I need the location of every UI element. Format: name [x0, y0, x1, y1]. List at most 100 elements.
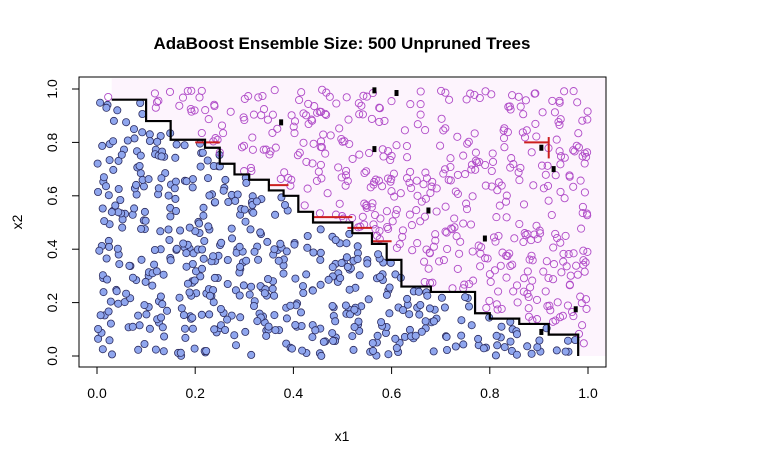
open-point: [407, 221, 416, 230]
open-point: [559, 257, 568, 266]
open-point: [506, 261, 515, 271]
x-axis-label: x1: [335, 428, 350, 444]
filled-point: [106, 319, 115, 328]
open-point: [539, 184, 548, 193]
open-point: [343, 176, 352, 186]
open-point: [446, 154, 455, 163]
filled-point: [102, 182, 111, 191]
filled-point: [523, 342, 532, 351]
filled-point: [241, 327, 250, 336]
open-point: [466, 89, 475, 98]
boundary-island: [279, 119, 284, 126]
open-point: [565, 172, 574, 181]
filled-point: [493, 341, 502, 350]
filled-point: [392, 343, 401, 352]
open-point: [570, 147, 579, 156]
filled-point: [349, 345, 358, 354]
filled-point: [188, 183, 197, 192]
open-point: [419, 180, 428, 189]
open-point: [520, 133, 530, 142]
filled-point: [268, 284, 277, 293]
filled-point: [182, 249, 191, 258]
open-point: [248, 133, 257, 142]
filled-point: [176, 348, 185, 357]
filled-point: [280, 200, 289, 209]
open-point: [239, 113, 248, 122]
filled-point: [165, 235, 174, 244]
open-point: [178, 93, 188, 102]
open-point: [494, 178, 503, 187]
filled-point: [138, 128, 147, 137]
open-point: [481, 181, 490, 190]
open-point: [556, 115, 565, 124]
open-point: [372, 231, 382, 240]
y-axis: 0.0 0.2 0.4 0.6 0.8 1.0: [44, 79, 80, 366]
open-point: [488, 157, 498, 166]
filled-point: [561, 347, 570, 356]
filled-point: [210, 273, 219, 282]
open-point: [462, 205, 472, 214]
open-point: [371, 175, 380, 184]
filled-point: [128, 210, 137, 219]
boundary-island: [372, 146, 377, 153]
open-point: [502, 273, 511, 282]
open-point: [574, 129, 583, 138]
filled-point: [205, 310, 214, 319]
filled-point: [196, 162, 205, 171]
open-point: [427, 182, 436, 191]
filled-point: [231, 341, 240, 350]
filled-point: [384, 350, 393, 359]
filled-point: [96, 311, 105, 320]
filled-point: [221, 175, 230, 184]
open-point: [400, 126, 409, 135]
open-point: [549, 243, 558, 252]
open-point: [500, 143, 509, 152]
open-point: [358, 110, 367, 119]
filled-point: [105, 242, 114, 251]
filled-point: [271, 210, 280, 219]
open-point: [489, 233, 499, 242]
filled-point: [115, 260, 124, 269]
open-point: [543, 161, 552, 170]
filled-point: [140, 339, 149, 348]
filled-point: [210, 325, 219, 334]
filled-point: [385, 283, 394, 292]
filled-point: [175, 293, 184, 302]
open-point: [318, 85, 327, 94]
open-point: [552, 135, 561, 144]
filled-point: [374, 250, 383, 259]
open-point: [219, 129, 228, 138]
filled-point: [142, 310, 151, 319]
open-point: [432, 184, 441, 193]
open-point: [532, 132, 541, 141]
open-point: [579, 246, 588, 255]
filled-point: [209, 252, 218, 261]
filled-point: [459, 340, 468, 349]
open-point: [583, 115, 592, 124]
filled-point: [179, 311, 188, 320]
filled-point: [128, 273, 137, 282]
filled-point: [364, 295, 373, 304]
filled-point: [123, 136, 132, 145]
filled-point: [204, 222, 213, 231]
filled-point: [262, 331, 271, 340]
filled-point: [153, 137, 162, 146]
open-point: [505, 102, 514, 111]
open-point: [555, 96, 564, 105]
open-point: [569, 87, 578, 96]
x-tick-label: 0.8: [480, 385, 500, 401]
filled-point: [197, 264, 206, 273]
open-point: [453, 189, 462, 198]
y-axis-label: x2: [9, 214, 25, 229]
open-point: [492, 300, 501, 309]
open-point: [304, 99, 313, 108]
filled-point: [328, 301, 337, 310]
y-tick-label: 0.0: [44, 346, 60, 366]
filled-point: [182, 177, 191, 186]
open-point: [342, 93, 351, 102]
filled-point: [156, 292, 165, 301]
filled-point: [302, 270, 311, 279]
filled-point: [391, 334, 400, 343]
open-point: [197, 86, 206, 95]
open-point: [578, 152, 587, 161]
